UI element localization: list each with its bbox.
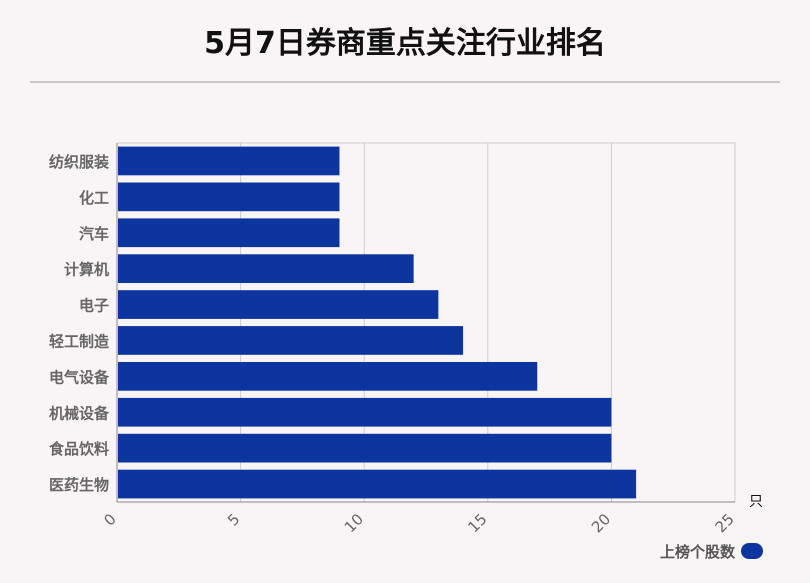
x-tick-label: 25	[712, 510, 738, 536]
category-label: 医药生物	[49, 476, 109, 494]
chart-title: 5月7日券商重点关注行业排名	[204, 26, 606, 61]
bar	[118, 326, 464, 355]
bar	[118, 182, 340, 212]
x-tick-label: 10	[341, 510, 367, 536]
bar	[118, 433, 612, 463]
category-label: 轻工制造	[49, 332, 109, 350]
x-tick-label: 15	[464, 510, 490, 536]
category-label: 化工	[79, 189, 109, 207]
legend-swatch[interactable]	[741, 543, 764, 559]
x-axis-unit: 只	[749, 494, 763, 510]
category-label: 食品饮料	[49, 440, 109, 458]
category-label: 机械设备	[49, 404, 110, 422]
x-tick-label: 5	[224, 510, 243, 529]
x-tick-label: 0	[100, 510, 119, 529]
category-label: 电气设备	[49, 368, 110, 386]
bar	[118, 146, 340, 176]
bar	[118, 397, 612, 427]
category-label: 计算机	[64, 261, 109, 279]
category-label: 汽车	[79, 225, 109, 243]
bar	[118, 254, 414, 284]
bar	[118, 290, 439, 319]
legend-label: 上榜个股数	[660, 542, 736, 561]
bar	[118, 361, 538, 391]
legend: 上榜个股数	[660, 541, 764, 561]
category-label: 电子	[79, 297, 109, 315]
bar	[118, 469, 637, 499]
bar	[118, 218, 340, 248]
title-divider	[30, 81, 780, 83]
x-tick-label: 20	[588, 510, 614, 536]
category-label: 纺织服装	[49, 153, 110, 171]
